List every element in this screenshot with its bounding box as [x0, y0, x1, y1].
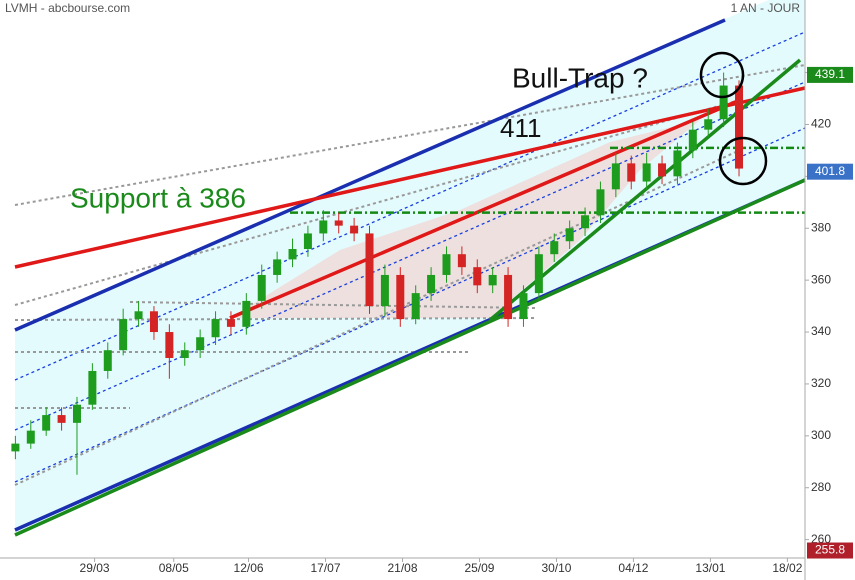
x-tick-label: 08/05	[159, 561, 189, 575]
candle-body	[226, 319, 235, 327]
candle-body	[242, 300, 251, 327]
candle-body	[704, 119, 713, 130]
price-tag	[807, 66, 853, 83]
annotation: Bull-Trap ?	[512, 62, 648, 93]
candle-body	[581, 215, 590, 229]
candle-body	[565, 228, 574, 242]
candle-body	[119, 319, 128, 351]
price-tag	[807, 542, 853, 559]
candle-body	[57, 415, 66, 423]
candle-body	[442, 254, 451, 275]
candle-body	[42, 415, 51, 431]
candle-body	[365, 233, 374, 307]
candle-body	[427, 274, 436, 294]
x-tick-label: 13/01	[695, 561, 725, 575]
chart-subtitle: 1 AN - JOUR	[731, 1, 801, 15]
circle-marker	[718, 136, 768, 186]
candle-body	[288, 249, 297, 260]
plot	[11, 72, 805, 475]
y-tick-label: 420	[811, 117, 831, 131]
y-tick-label: 360	[811, 272, 831, 286]
candle-body	[88, 370, 97, 405]
candle-body	[642, 163, 651, 182]
candle-body	[103, 350, 112, 371]
x-tick-label: 17/07	[311, 561, 341, 575]
y-tick-label: 320	[811, 376, 831, 390]
candle-body	[658, 163, 667, 177]
gray-dotted	[14, 64, 806, 486]
price-tag-label: 401.8	[815, 164, 845, 178]
y-tick-label: 300	[811, 428, 831, 442]
candle-body	[26, 430, 35, 444]
candle-body	[257, 274, 266, 301]
candle-body	[457, 254, 466, 268]
x-tick-label: 30/10	[541, 561, 571, 575]
candle-body	[688, 129, 697, 151]
candle-body	[504, 274, 513, 320]
x-tick-label: 25/09	[464, 561, 494, 575]
price-tag-label: 439.1	[815, 67, 845, 81]
y-tick-label: 260	[811, 532, 831, 546]
annotation: 411	[500, 113, 541, 143]
candle-body	[165, 332, 174, 358]
candle-body	[134, 311, 143, 320]
x-tick-label: 04/12	[618, 561, 648, 575]
candle-body	[411, 293, 420, 320]
chart-title: LVMH - abcbourse.com	[5, 1, 130, 15]
x-tick-label: 29/03	[80, 561, 110, 575]
candle-body	[11, 443, 20, 452]
candle-body	[72, 404, 81, 423]
candle-body	[519, 293, 528, 320]
candle-body	[350, 225, 359, 234]
channel-dotted	[14, 31, 806, 483]
candle-body	[534, 254, 543, 294]
candle-body	[273, 259, 282, 275]
candle-body	[673, 150, 682, 177]
candle-body	[719, 85, 728, 120]
candle-body	[396, 274, 405, 320]
circle-marker	[699, 51, 745, 99]
candle-body	[550, 241, 559, 255]
candle-body	[149, 311, 158, 333]
y-tick-label: 280	[811, 480, 831, 494]
candle-body	[488, 274, 497, 286]
x-tick-label: 12/06	[234, 561, 264, 575]
candle-body	[303, 233, 312, 250]
y-tick-label: 340	[811, 324, 831, 338]
annotation: Support à 386	[70, 182, 246, 213]
candle-body	[380, 274, 389, 307]
candle-body	[473, 267, 482, 286]
candle-body	[196, 337, 205, 351]
candle-body	[627, 163, 636, 182]
candle-body	[735, 85, 744, 169]
price-tag	[807, 163, 853, 180]
candle-body	[211, 319, 220, 338]
trend-lines	[14, 18, 806, 537]
candle-body	[180, 350, 189, 358]
candle-body	[334, 220, 343, 226]
candle-body	[611, 163, 620, 190]
x-tick-label: 21/08	[387, 561, 417, 575]
x-tick-label: 18/02	[772, 561, 802, 575]
y-tick-label: 380	[811, 220, 831, 234]
candle-body	[319, 220, 328, 234]
price-tag-label: 255.8	[815, 543, 845, 557]
candle-body	[596, 189, 605, 216]
